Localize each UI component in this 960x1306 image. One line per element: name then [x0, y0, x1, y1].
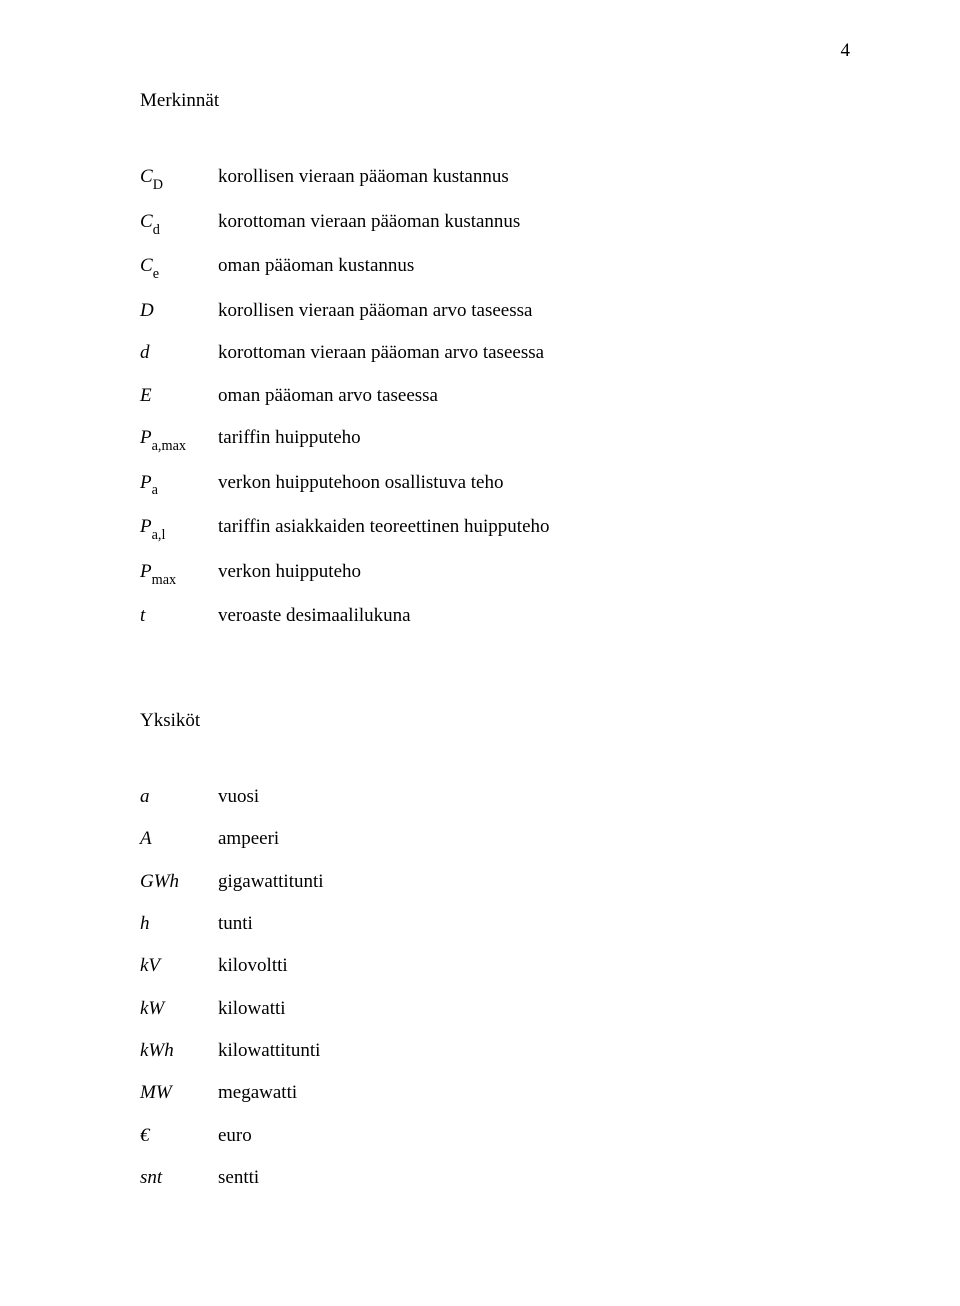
description-cell: kilovoltti — [218, 951, 850, 981]
symbol-cell: A — [140, 824, 218, 854]
symbol-cell: Pa,l — [140, 512, 218, 545]
symbol-cell: € — [140, 1121, 218, 1151]
description-cell: tunti — [218, 909, 850, 939]
definition-row: snt sentti — [140, 1163, 850, 1193]
symbol-cell: a — [140, 782, 218, 812]
description-cell: verkon huipputehoon osallistuva teho — [218, 468, 850, 498]
symbol-cell: D — [140, 296, 218, 326]
definition-row: Pa,maxtariffin huipputeho — [140, 423, 850, 456]
symbol-cell: Pa,max — [140, 423, 218, 456]
description-cell: kilowattitunti — [218, 1036, 850, 1066]
symbol-base: MW — [140, 1082, 172, 1103]
description-cell: korollisen vieraan pääoman kustannus — [218, 162, 850, 192]
symbol-base: € — [140, 1125, 150, 1146]
section-gap — [140, 644, 850, 680]
description-cell: ampeeri — [218, 824, 850, 854]
symbol-base: P — [140, 516, 152, 537]
section-title-merkinnat: Merkinnät — [140, 90, 850, 112]
symbol-cell: E — [140, 381, 218, 411]
description-cell: megawatti — [218, 1078, 850, 1108]
symbol-base: E — [140, 385, 152, 406]
description-cell: kilowatti — [218, 994, 850, 1024]
symbol-base: snt — [140, 1167, 162, 1188]
symbol-base: A — [140, 828, 152, 849]
section-title-yksikot: Yksiköt — [140, 710, 850, 732]
description-cell: korottoman vieraan pääoman arvo taseessa — [218, 338, 850, 368]
symbol-base: t — [140, 605, 145, 626]
description-cell: veroaste desimaalilukuna — [218, 601, 850, 631]
page-number: 4 — [841, 40, 851, 62]
definition-row: Pmaxverkon huipputeho — [140, 557, 850, 590]
symbol-subscript: d — [153, 222, 160, 238]
symbol-base: C — [140, 166, 153, 187]
description-cell: oman pääoman kustannus — [218, 251, 850, 281]
definition-row: Cdkorottoman vieraan pääoman kustannus — [140, 207, 850, 240]
description-cell: euro — [218, 1121, 850, 1151]
symbol-subscript: a,max — [152, 438, 186, 454]
definition-row: kV kilovoltti — [140, 951, 850, 981]
definition-row: a vuosi — [140, 782, 850, 812]
definitions-list-yksikot: avuosiAampeeriGWhgigawattituntihtuntikVk… — [140, 782, 850, 1194]
symbol-cell: t — [140, 601, 218, 631]
symbol-cell: kW — [140, 994, 218, 1024]
symbol-base: h — [140, 913, 150, 934]
definition-row: Pa,ltariffin asiakkaiden teoreettinen hu… — [140, 512, 850, 545]
description-cell: verkon huipputeho — [218, 557, 850, 587]
definitions-list-merkinnat: CDkorollisen vieraan pääoman kustannusCd… — [140, 162, 850, 632]
symbol-base: kW — [140, 998, 164, 1019]
symbol-cell: Ce — [140, 251, 218, 284]
symbol-subscript: a — [152, 482, 158, 498]
symbol-base: P — [140, 472, 152, 493]
symbol-subscript: max — [152, 572, 177, 588]
symbol-cell: MW — [140, 1078, 218, 1108]
symbol-cell: d — [140, 338, 218, 368]
symbol-cell: h — [140, 909, 218, 939]
definition-row: CDkorollisen vieraan pääoman kustannus — [140, 162, 850, 195]
description-cell: tariffin asiakkaiden teoreettinen huippu… — [218, 512, 850, 542]
symbol-base: a — [140, 786, 150, 807]
definition-row: Ceoman pääoman kustannus — [140, 251, 850, 284]
description-cell: tariffin huipputeho — [218, 423, 850, 453]
description-cell: korottoman vieraan pääoman kustannus — [218, 207, 850, 237]
symbol-subscript: a,l — [152, 527, 166, 543]
description-cell: gigawattitunti — [218, 867, 850, 897]
description-cell: oman pääoman arvo taseessa — [218, 381, 850, 411]
symbol-cell: Cd — [140, 207, 218, 240]
description-cell: vuosi — [218, 782, 850, 812]
page: 4 Merkinnät CDkorollisen vieraan pääoman… — [0, 0, 960, 1266]
symbol-base: d — [140, 342, 150, 363]
symbol-base: P — [140, 427, 152, 448]
symbol-cell: kWh — [140, 1036, 218, 1066]
definition-row: t veroaste desimaalilukuna — [140, 601, 850, 631]
definition-row: Aampeeri — [140, 824, 850, 854]
definition-row: d korottoman vieraan pääoman arvo taseess… — [140, 338, 850, 368]
definition-row: MW megawatti — [140, 1078, 850, 1108]
description-cell: sentti — [218, 1163, 850, 1193]
symbol-base: kV — [140, 955, 160, 976]
definition-row: Eoman pääoman arvo taseessa — [140, 381, 850, 411]
symbol-base: C — [140, 211, 153, 232]
symbol-base: kWh — [140, 1040, 174, 1061]
definition-row: € euro — [140, 1121, 850, 1151]
symbol-cell: snt — [140, 1163, 218, 1193]
symbol-cell: Pmax — [140, 557, 218, 590]
definition-row: kWh kilowattitunti — [140, 1036, 850, 1066]
description-cell: korollisen vieraan pääoman arvo taseessa — [218, 296, 850, 326]
symbol-base: P — [140, 561, 152, 582]
definition-row: Dkorollisen vieraan pääoman arvo taseess… — [140, 296, 850, 326]
symbol-base: C — [140, 255, 153, 276]
symbol-cell: GWh — [140, 867, 218, 897]
symbol-cell: CD — [140, 162, 218, 195]
definition-row: kW kilowatti — [140, 994, 850, 1024]
definition-row: h tunti — [140, 909, 850, 939]
symbol-base: GWh — [140, 871, 179, 892]
symbol-base: D — [140, 300, 154, 321]
definition-row: Paverkon huipputehoon osallistuva teho — [140, 468, 850, 501]
symbol-subscript: D — [153, 177, 163, 193]
symbol-cell: kV — [140, 951, 218, 981]
symbol-cell: Pa — [140, 468, 218, 501]
symbol-subscript: e — [153, 266, 159, 282]
definition-row: GWh gigawattitunti — [140, 867, 850, 897]
